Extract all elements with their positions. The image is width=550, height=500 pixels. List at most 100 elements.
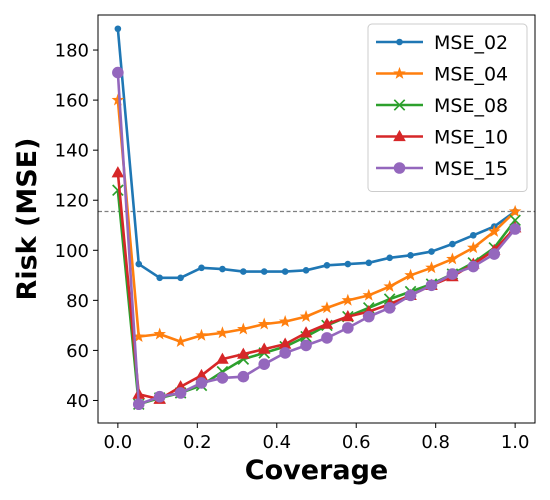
data-point [365,259,373,267]
data-point [195,328,208,341]
data-point [321,332,333,344]
y-tick-label: 140 [55,141,89,162]
data-point [425,279,438,292]
data-point [135,260,143,268]
data-point [216,372,229,384]
y-axis: 40 60 80 100 120 140 160 180 [55,41,98,412]
x-tick-label: 1.0 [501,432,530,453]
data-point [257,342,271,354]
legend-box [367,23,528,192]
data-point [299,326,313,338]
legend-marker [393,66,406,79]
y-tick-label: 60 [66,341,89,362]
data-point [320,317,334,329]
data-point [281,268,289,275]
legend-marker [396,38,403,46]
legend-marker [393,99,406,111]
data-point [112,184,124,197]
data-point [174,387,187,399]
data-point [132,330,146,342]
plot-frame [97,14,536,424]
legend-marker [393,162,406,174]
y-tick-label: 120 [55,191,89,212]
data-point [509,214,521,227]
legend-entry: MSE_02 [376,32,508,54]
data-point [198,264,205,272]
x-tick-label: 0.0 [104,432,133,453]
data-point [404,268,417,281]
data-point [174,335,187,347]
y-axis-title: Risk (MSE) [12,138,43,301]
x-axis-title: Coverage [245,455,388,486]
x-axis: 0.0 0.2 0.4 0.6 0.8 1.0 [104,423,530,453]
legend-entry: MSE_15 [376,158,508,180]
data-point [195,377,208,389]
data-point [114,25,122,33]
y-tick-label: 40 [66,391,89,412]
legend-label: MSE_08 [434,95,508,117]
y-tick-label: 80 [66,291,89,312]
data-point [470,231,477,239]
data-point [111,166,125,178]
data-point [257,317,271,330]
data-point [362,288,376,301]
data-point [449,240,456,248]
data-point [219,265,226,273]
data-point [446,252,459,265]
data-point [344,260,352,268]
data-point [362,310,375,323]
data-point [111,93,125,106]
data-point [342,322,354,334]
data-point [404,289,417,302]
data-point [341,293,355,306]
x-tick-label: 0.6 [342,432,371,453]
data-point [320,301,334,314]
data-point [428,248,435,255]
data-point [237,322,250,335]
data-point [177,274,184,282]
data-point [195,368,208,381]
data-point [112,66,124,79]
data-point [508,204,522,217]
x-tick-label: 0.8 [421,432,450,453]
data-point [323,262,331,269]
data-point [467,241,480,254]
legend-entry: MSE_04 [376,64,508,86]
legend-label: MSE_02 [434,32,508,54]
data-point [383,279,396,292]
data-point [237,347,250,359]
data-point [299,310,313,322]
data-point [386,254,393,262]
legend: MSE_02 MSE_04 MSE_08 MSE_10 MSE_15 [367,23,528,192]
data-point [279,347,291,359]
data-point [237,370,250,383]
y-tick-label: 100 [55,241,89,262]
x-tick-label: 0.2 [183,432,212,453]
y-tick-label: 180 [55,41,89,62]
data-point [446,268,459,280]
data-point [425,261,438,274]
y-tick-label: 160 [55,91,89,112]
data-point [153,327,166,340]
legend-marker [393,129,406,142]
data-point [467,260,480,273]
data-point [216,352,229,364]
data-point [488,248,501,260]
data-point [300,339,312,352]
x-tick-label: 0.4 [262,432,291,453]
data-point [278,337,292,349]
series-mse-15 [112,66,521,411]
data-point [509,223,521,235]
data-point [407,251,414,259]
data-point [260,268,268,275]
data-point [216,326,229,339]
legend-entry: MSE_08 [376,95,508,117]
legend-label: MSE_04 [434,64,508,86]
legend-entry: MSE_10 [376,127,508,149]
data-point [153,390,166,403]
data-point [487,224,501,237]
data-point [383,302,396,314]
series-line [116,28,516,280]
